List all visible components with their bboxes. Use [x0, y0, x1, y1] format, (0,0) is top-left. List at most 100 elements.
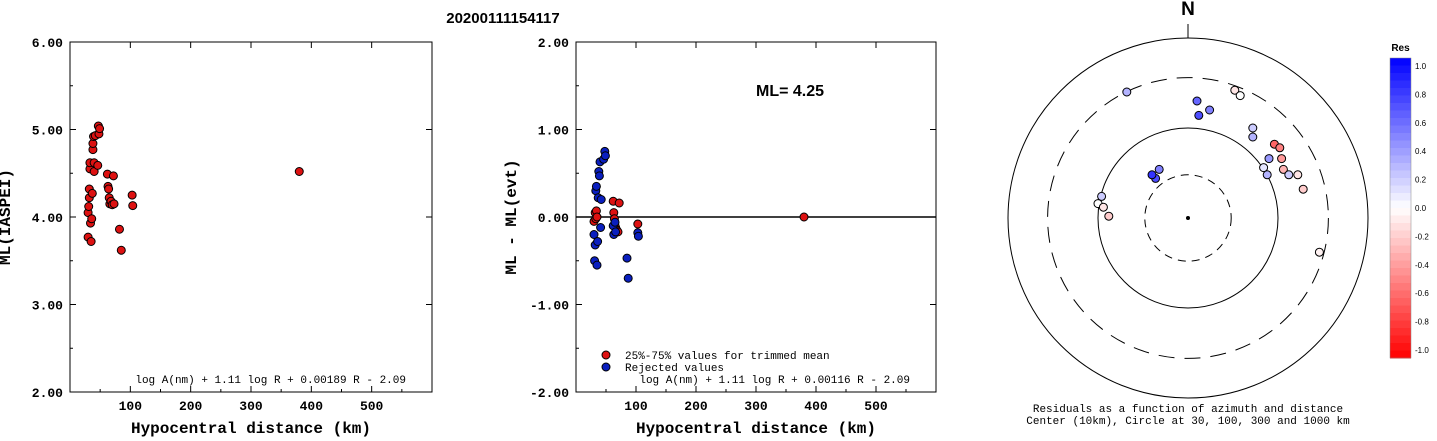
colorbar-title: Res: [1391, 43, 1410, 54]
station-residual-point: [1314, 247, 1324, 257]
colorbar-segment: [1390, 215, 1411, 224]
plot1-data-point: [93, 160, 103, 170]
plot2-y-tick-label: -1.00: [530, 299, 569, 314]
plot-residual-vs-distance: 100 200 300 400 500 -2.00 -1.00 0.00 1.00 2.00 Hyp…: [503, 36, 937, 438]
north-label: N: [1181, 0, 1195, 20]
colorbar-segment: [1390, 305, 1411, 314]
plot1-x-axis-label: Hypocentral distance (km): [131, 420, 371, 438]
station-residual-point: [1122, 87, 1132, 97]
colorbar-segment: [1390, 275, 1411, 284]
plot2-y-tick-label: 1.00: [538, 124, 569, 139]
plot1-data-point: [128, 201, 138, 211]
legend-label: Rejected values: [625, 363, 724, 375]
plot1-x-tick-label: 300: [239, 399, 263, 414]
colorbar-segment: [1390, 163, 1411, 171]
station-residual-point: [1284, 170, 1294, 180]
plot1-data-point: [114, 224, 124, 234]
plot1-data-point: [294, 167, 304, 176]
station-residual-point: [1262, 170, 1272, 180]
plot2-x-axis-label: Hypocentral distance (km): [636, 420, 876, 438]
colorbar-tick-label: -0.4: [1415, 261, 1429, 270]
colorbar-segment: [1390, 103, 1411, 111]
colorbar-tick-label: 0.4: [1415, 147, 1427, 156]
center-marker: [1186, 216, 1190, 220]
azimuth-residual-map: N Residuals as a function of azimuth and …: [1007, 0, 1429, 428]
station-residual-point: [1293, 170, 1303, 180]
colorbar-segment: [1390, 178, 1411, 186]
map-caption-line1: Residuals as a function of azimuth and d…: [1033, 404, 1343, 416]
plot2-y-axis-label: ML - ML(evt): [503, 159, 521, 274]
colorbar-segment: [1390, 58, 1411, 66]
colorbar-segment: [1390, 350, 1411, 359]
ring-30km: [1144, 174, 1232, 262]
colorbar-segment: [1390, 148, 1411, 156]
station-residual-point: [1259, 163, 1269, 173]
plot2-data-point: [596, 195, 606, 204]
plot2-x-tick-label: 500: [864, 399, 888, 414]
station-residual-point: [1277, 154, 1287, 164]
plot1-x-tick-label: 200: [179, 399, 203, 414]
station-residual-point: [1098, 202, 1108, 212]
colorbar-segment: [1390, 80, 1411, 89]
ring-300km: [1047, 77, 1329, 359]
plot1-data-point: [104, 184, 114, 194]
plot2-formula: log A(nm) + 1.11 log R + 0.00116 R - 2.0…: [639, 375, 910, 387]
colorbar-segment: [1390, 223, 1411, 231]
station-residual-point: [1205, 105, 1215, 115]
colorbar-segment: [1390, 238, 1411, 246]
plot2-x-tick-label: 200: [684, 399, 708, 414]
plot1-y-tick-label: 4.00: [32, 211, 63, 226]
legend-marker: [601, 362, 611, 372]
station-residual-point: [1264, 154, 1274, 164]
plot1-data-point: [87, 188, 97, 198]
plot2-data-point: [633, 231, 643, 241]
colorbar-segment: [1390, 313, 1411, 321]
colorbar-tick-label: -1.0: [1415, 346, 1429, 355]
plot1-y-tick-label: 5.00: [32, 124, 63, 139]
plot1-x-tick-label: 500: [360, 399, 384, 414]
colorbar-segment: [1390, 268, 1411, 276]
colorbar-segment: [1390, 335, 1411, 344]
plot1-frame: [69, 41, 433, 393]
station-residual-point: [1248, 123, 1258, 133]
plot2-data-point: [592, 260, 602, 270]
colorbar-segment: [1390, 260, 1411, 269]
map-caption-line2: Center (10km), Circle at 30, 100, 300 an…: [1026, 416, 1350, 428]
colorbar-segment: [1390, 200, 1411, 209]
plot2-data-point: [596, 223, 606, 232]
colorbar-tick-label: 0.0: [1415, 204, 1427, 213]
plot1-data-point: [108, 171, 118, 181]
plot1-y-tick-label: 6.00: [32, 36, 63, 51]
station-residual-point: [1298, 184, 1308, 194]
plot1-y-axis-label: ML(IASPEI): [0, 169, 15, 265]
colorbar-segment: [1390, 95, 1411, 104]
plot2-data-point: [591, 181, 601, 191]
colorbar-segment: [1390, 298, 1411, 306]
plot2-data-point: [622, 253, 632, 263]
station-residual-point: [1192, 96, 1202, 106]
plot1-data-point: [127, 190, 137, 200]
plot-ml-vs-distance: 100 200 300 400 500 2.00 3.00 4.00 5.00 6.00 Hypoc…: [0, 36, 433, 438]
plot2-data-point: [592, 212, 602, 222]
plot2-ml-annotation: ML= 4.25: [756, 83, 824, 100]
plot2-data-point: [600, 151, 610, 161]
plot1-data-point: [95, 124, 105, 134]
plot2-x-tick-label: 400: [804, 399, 828, 414]
plot2-data-point: [633, 219, 643, 229]
colorbar-segment: [1390, 253, 1411, 261]
station-residual-point: [1147, 170, 1157, 180]
plot2-data-point: [799, 212, 809, 222]
colorbar-tick-label: 0.6: [1415, 119, 1427, 128]
colorbar-segment: [1390, 110, 1411, 119]
colorbar-segment: [1390, 65, 1411, 74]
station-residual-point: [1275, 143, 1285, 153]
plot2-data-point: [611, 227, 621, 237]
colorbar-segment: [1390, 343, 1411, 351]
plot1-data-point: [116, 245, 126, 255]
colorbar-segment: [1390, 320, 1411, 329]
station-residual-point: [1248, 132, 1258, 142]
plot1-data-point: [86, 237, 96, 246]
colorbar-segment: [1390, 155, 1411, 164]
plot1-y-tick-label: 2.00: [32, 386, 63, 401]
